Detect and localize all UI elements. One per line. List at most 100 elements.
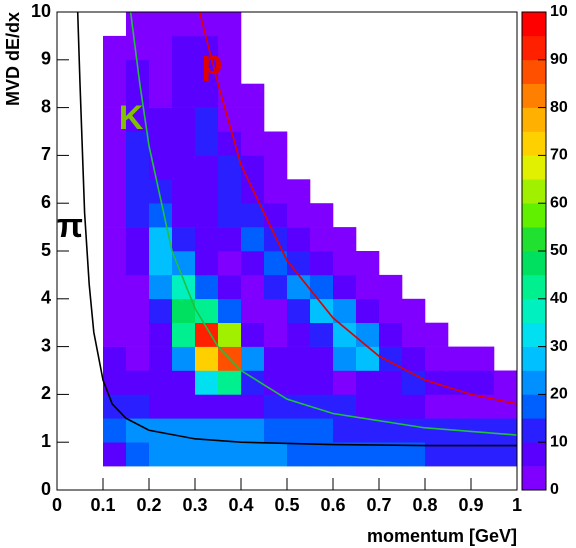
heat-cell <box>402 418 426 443</box>
heat-cell <box>57 179 80 203</box>
heat-cell <box>448 60 471 84</box>
heat-cell <box>195 442 219 467</box>
colorbar-tick-label: 50 <box>550 242 568 259</box>
heat-cell <box>333 466 356 490</box>
heat-cell <box>471 299 494 323</box>
heat-cell <box>356 36 379 60</box>
heat-cell <box>218 251 242 276</box>
heat-cell <box>264 227 288 252</box>
heat-cell <box>218 442 242 467</box>
heat-cell <box>103 203 127 228</box>
heat-cell <box>241 83 265 108</box>
heat-cell <box>333 346 357 371</box>
heat-cell <box>172 370 196 395</box>
heat-cell <box>402 60 425 84</box>
y-tick-label: 3 <box>41 335 51 355</box>
heat-cell <box>287 203 311 228</box>
colorbar-step <box>522 394 546 419</box>
heat-cell <box>149 346 173 371</box>
heat-cell <box>149 35 173 61</box>
heat-cell <box>172 251 196 276</box>
heat-cell <box>287 322 311 347</box>
heat-cell <box>310 298 334 323</box>
colorbar-tick-label: 80 <box>550 99 568 116</box>
heat-cell <box>241 12 264 36</box>
colorbar-step <box>522 418 546 443</box>
heat-cell <box>172 394 196 419</box>
heat-cell <box>172 59 196 84</box>
colorbar-step <box>522 131 546 156</box>
heat-cell <box>494 418 518 443</box>
heat-cell <box>425 418 449 443</box>
heat-cell <box>80 394 103 418</box>
heat-cell <box>287 442 311 467</box>
heat-cell <box>264 84 287 108</box>
heat-cell <box>218 370 242 395</box>
heat-cell <box>333 155 356 179</box>
heat-cell <box>172 179 196 204</box>
heat-cell <box>218 107 242 132</box>
heat-cell <box>333 442 357 467</box>
heat-cell <box>356 274 380 300</box>
colorbar-step <box>522 442 546 467</box>
heat-cell <box>356 155 379 179</box>
heat-cell <box>379 466 402 490</box>
heat-cell <box>264 346 288 371</box>
heat-cell <box>471 251 494 275</box>
heat-cell <box>172 107 196 132</box>
heat-cell <box>379 108 402 132</box>
heat-cell <box>379 274 403 300</box>
heat-cell <box>172 35 196 61</box>
heat-cell <box>195 298 219 323</box>
heat-cell <box>264 155 288 180</box>
curve-label: π <box>57 207 83 245</box>
heat-cell <box>57 36 80 60</box>
heat-cell <box>57 60 80 84</box>
heat-cell <box>241 227 265 252</box>
heat-cell <box>149 12 173 37</box>
heat-cell <box>494 108 517 132</box>
heat-cell <box>57 442 80 466</box>
heat-cell <box>356 227 379 251</box>
heat-cell <box>494 203 517 227</box>
y-tick-label: 1 <box>41 431 51 451</box>
heat-cell <box>425 84 448 108</box>
heat-cell <box>126 12 150 37</box>
heat-cell <box>448 394 472 419</box>
x-tick-label: 0.4 <box>228 495 253 515</box>
heat-cell <box>494 12 517 36</box>
heat-cell <box>218 59 242 84</box>
heat-cell <box>471 60 494 84</box>
colorbar-step <box>522 179 546 204</box>
heat-cell <box>448 36 471 60</box>
colorbar-step <box>522 203 546 228</box>
heat-cell <box>494 323 517 347</box>
heat-cell <box>310 274 334 300</box>
heat-cell <box>80 323 103 347</box>
heat-cell <box>218 274 242 300</box>
heat-cell <box>149 131 173 156</box>
colorbar-step <box>522 370 546 395</box>
heat-cell <box>425 275 448 299</box>
y-tick-label: 10 <box>31 1 51 21</box>
heat-cell <box>218 418 242 443</box>
heat-cell <box>149 251 173 276</box>
heat-cell <box>218 12 242 37</box>
colorbar-step <box>522 466 546 491</box>
heat-cell <box>425 108 448 132</box>
heat-cell <box>195 203 219 228</box>
y-tick-label: 5 <box>41 240 51 260</box>
heat-cell <box>402 466 425 490</box>
heat-cell <box>287 179 311 204</box>
heat-cell <box>57 84 80 108</box>
heat-cell <box>471 12 494 36</box>
heat-cell <box>333 108 356 132</box>
heat-cell <box>103 346 127 371</box>
heat-cell <box>310 322 334 347</box>
heat-cell <box>241 466 264 490</box>
heat-cell <box>402 108 425 132</box>
heat-cell <box>241 107 265 132</box>
heat-cell <box>333 227 357 252</box>
colorbar-step <box>522 298 546 323</box>
